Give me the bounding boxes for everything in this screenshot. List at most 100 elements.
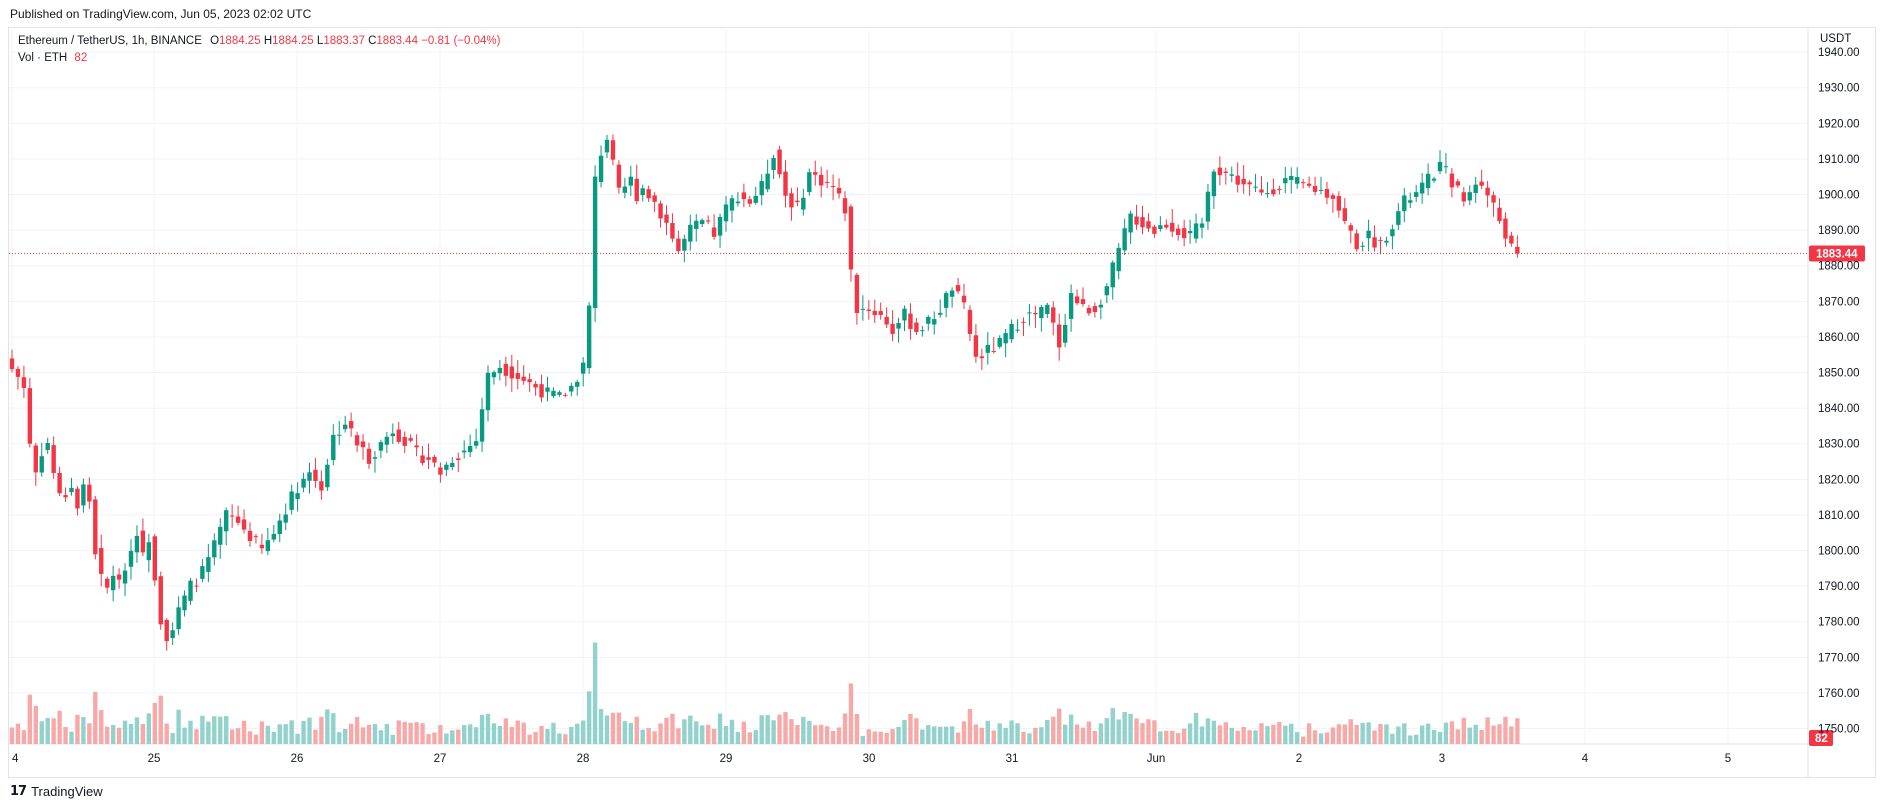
- volume-bar: [1211, 720, 1217, 744]
- volume-bar: [735, 732, 741, 744]
- candle-body: [146, 542, 152, 561]
- volume-bar: [277, 724, 282, 744]
- volume-bar: [1342, 724, 1347, 744]
- candle-body: [1241, 178, 1246, 185]
- candle-body: [63, 495, 68, 498]
- candle-body: [634, 178, 639, 202]
- candle-body: [182, 595, 187, 611]
- candle-body: [741, 192, 747, 200]
- candle-body: [961, 295, 967, 303]
- last-price-tag: [1809, 245, 1865, 262]
- candle-body: [967, 309, 973, 334]
- volume-bar: [319, 716, 324, 744]
- candle-body: [1170, 222, 1175, 232]
- candle-body: [890, 323, 895, 334]
- candle-body: [426, 457, 431, 460]
- volume-bar: [1092, 730, 1098, 744]
- volume-bar: [1164, 730, 1169, 744]
- candle-body: [592, 176, 598, 308]
- price-tick-label: 1930.00: [1818, 83, 1860, 95]
- candle-body: [563, 394, 568, 396]
- volume-bar: [592, 642, 598, 744]
- candle-body: [313, 469, 318, 481]
- volume-bar: [194, 729, 199, 744]
- volume-bar: [1473, 724, 1478, 744]
- volume-legend: Vol · ETH 82: [18, 52, 87, 64]
- volume-bar: [622, 721, 628, 744]
- candle-body: [943, 293, 949, 308]
- volume-bar: [1437, 731, 1443, 744]
- open-label: O: [210, 35, 220, 47]
- candle-body: [1116, 247, 1121, 272]
- volume-bar: [1449, 721, 1455, 744]
- volume-bar: [9, 727, 15, 744]
- candle-body: [527, 379, 532, 383]
- volume-bar: [1318, 733, 1324, 744]
- time-tick-label: 4: [1582, 753, 1589, 765]
- volume-bar: [337, 732, 342, 744]
- volume-bar: [33, 705, 38, 744]
- candle-body: [878, 311, 883, 315]
- candle-body: [539, 384, 544, 398]
- time-tick-label: Jun: [1147, 753, 1166, 765]
- volume-bar: [711, 728, 717, 744]
- candle-body: [378, 442, 384, 451]
- candle-body: [955, 285, 961, 292]
- volume-bar: [765, 715, 770, 744]
- candle-body: [39, 456, 44, 473]
- tradingview-logo[interactable]: 17 TradingView: [10, 784, 103, 799]
- volume-bar: [1033, 727, 1038, 744]
- candle-body: [1217, 167, 1223, 176]
- volume-bar: [908, 713, 913, 744]
- volume-bar: [176, 709, 181, 744]
- candle-body: [902, 308, 907, 321]
- candle-body: [1045, 304, 1050, 315]
- candle-body: [348, 421, 354, 429]
- volume-bar: [938, 726, 943, 744]
- volume-bar: [860, 736, 866, 744]
- volume-bar: [872, 731, 877, 744]
- candle-body: [652, 195, 657, 202]
- candle-body: [908, 313, 913, 329]
- candle-body: [1295, 177, 1300, 184]
- volume-bar: [515, 720, 520, 744]
- candle-body: [1348, 225, 1353, 231]
- candle-body: [331, 434, 336, 460]
- price-tick-label: 1820.00: [1818, 474, 1860, 486]
- candle-body: [1128, 213, 1133, 233]
- candle-body: [866, 309, 871, 312]
- candle-body: [194, 585, 199, 587]
- candle-body: [45, 443, 50, 450]
- volume-bar: [21, 730, 27, 744]
- candle-body: [170, 630, 175, 639]
- candle-body: [1461, 192, 1466, 202]
- candle-body: [235, 516, 241, 523]
- tradingview-logo-icon: 17: [10, 784, 27, 799]
- candle-body: [622, 186, 628, 193]
- candle-body: [51, 445, 56, 473]
- volume-bar: [235, 728, 241, 744]
- volume-bar: [1485, 717, 1490, 744]
- volume-bar: [741, 721, 747, 744]
- candle-body: [1092, 306, 1098, 313]
- candle-body: [1211, 171, 1217, 197]
- candle-body: [75, 488, 80, 509]
- high-label: H: [263, 35, 273, 47]
- volume-bar: [253, 734, 259, 744]
- change-value: −0.81 (−0.04%): [421, 35, 501, 47]
- volume-bar: [747, 732, 752, 744]
- volume-bar: [670, 713, 675, 744]
- volume-bar: [1152, 720, 1157, 744]
- volume-bar: [783, 711, 788, 744]
- volume-bar: [271, 731, 276, 744]
- candle-body: [1140, 217, 1145, 228]
- candle-body: [319, 481, 324, 491]
- candle-body: [1158, 225, 1163, 230]
- candle-body: [283, 514, 288, 523]
- candle-body: [896, 323, 901, 329]
- candle-body: [1289, 176, 1294, 181]
- volume-bar: [146, 713, 152, 744]
- candle-body: [938, 312, 943, 315]
- candle-body: [1312, 185, 1318, 192]
